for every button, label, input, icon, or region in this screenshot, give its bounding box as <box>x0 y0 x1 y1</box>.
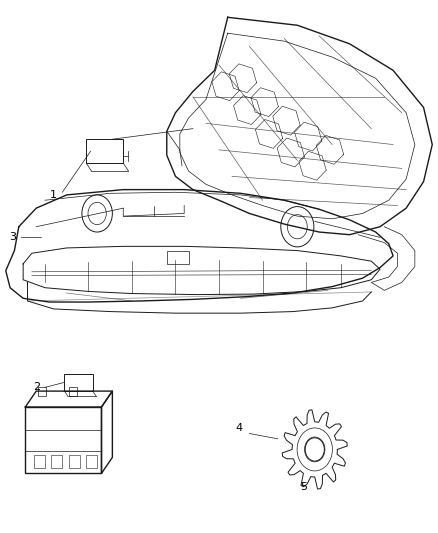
Text: 1: 1 <box>50 190 57 200</box>
Bar <box>64 374 93 391</box>
Bar <box>69 455 80 468</box>
Text: 4: 4 <box>235 423 242 433</box>
Text: 3: 3 <box>9 232 16 243</box>
Bar <box>86 455 97 468</box>
Bar <box>69 387 77 397</box>
Bar <box>34 455 45 468</box>
Bar <box>167 251 188 264</box>
Bar <box>25 407 102 473</box>
Bar <box>51 455 62 468</box>
Text: 5: 5 <box>300 481 307 491</box>
Bar <box>39 387 46 397</box>
Bar <box>86 139 123 163</box>
Text: 2: 2 <box>33 382 40 392</box>
